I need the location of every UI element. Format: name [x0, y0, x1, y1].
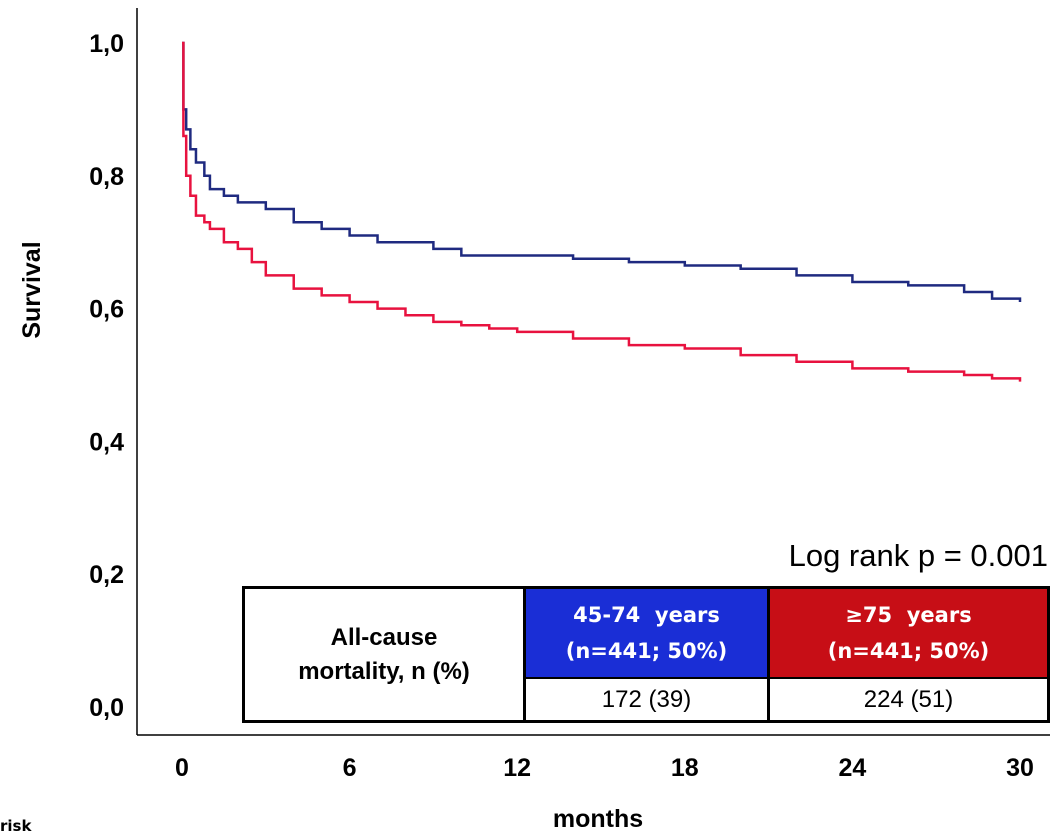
y-axis-title: Survival	[18, 241, 46, 338]
group2-n: (n=441; 50%)	[827, 639, 990, 663]
y-tick-label: 0,2	[89, 561, 124, 589]
group1-name: 45-74 years	[573, 603, 720, 627]
x-tick-label: 0	[175, 754, 189, 782]
group1-header: 45-74 years (n=441; 50%)	[526, 589, 770, 677]
cropped-risk-label: risk	[0, 817, 32, 835]
table-row-label: All-cause mortality, n (%)	[245, 589, 526, 720]
survival-curves	[182, 41, 1022, 382]
y-tick-label: 0,8	[89, 163, 124, 191]
x-tick-label: 30	[1006, 754, 1034, 782]
y-tick-label: 0,4	[89, 428, 124, 456]
x-axis-title: months	[553, 805, 643, 833]
x-tick-label: 6	[343, 754, 357, 782]
x-tick-label: 18	[671, 754, 699, 782]
y-tick-label: 1,0	[89, 30, 124, 58]
y-tick-labels: 0,0 0,2 0,4 0,6 0,8 1,0	[89, 30, 124, 722]
x-tick-labels: 0 6 12 18 24 30	[175, 754, 1034, 782]
survival-curve-series-1	[182, 41, 1022, 302]
label-line-1: All-cause	[330, 623, 438, 651]
group1-mortality-value: 172 (39)	[526, 677, 770, 720]
group2-name: ≥75 years	[845, 603, 972, 627]
y-tick-label: 0,0	[89, 694, 124, 722]
group2-mortality-value: 224 (51)	[770, 677, 1047, 720]
x-tick-label: 12	[503, 754, 531, 782]
group2-header: ≥75 years (n=441; 50%)	[770, 589, 1047, 677]
log-rank-annotation: Log rank p = 0.001	[789, 538, 1048, 573]
x-tick-label: 24	[838, 754, 866, 782]
y-tick-label: 0,6	[89, 296, 124, 324]
survival-curve-series-2	[182, 41, 1022, 382]
group1-n: (n=441; 50%)	[565, 639, 728, 663]
label-line-2: mortality, n (%)	[298, 657, 470, 685]
mortality-table: All-cause mortality, n (%) 45-74 years (…	[242, 586, 1050, 723]
